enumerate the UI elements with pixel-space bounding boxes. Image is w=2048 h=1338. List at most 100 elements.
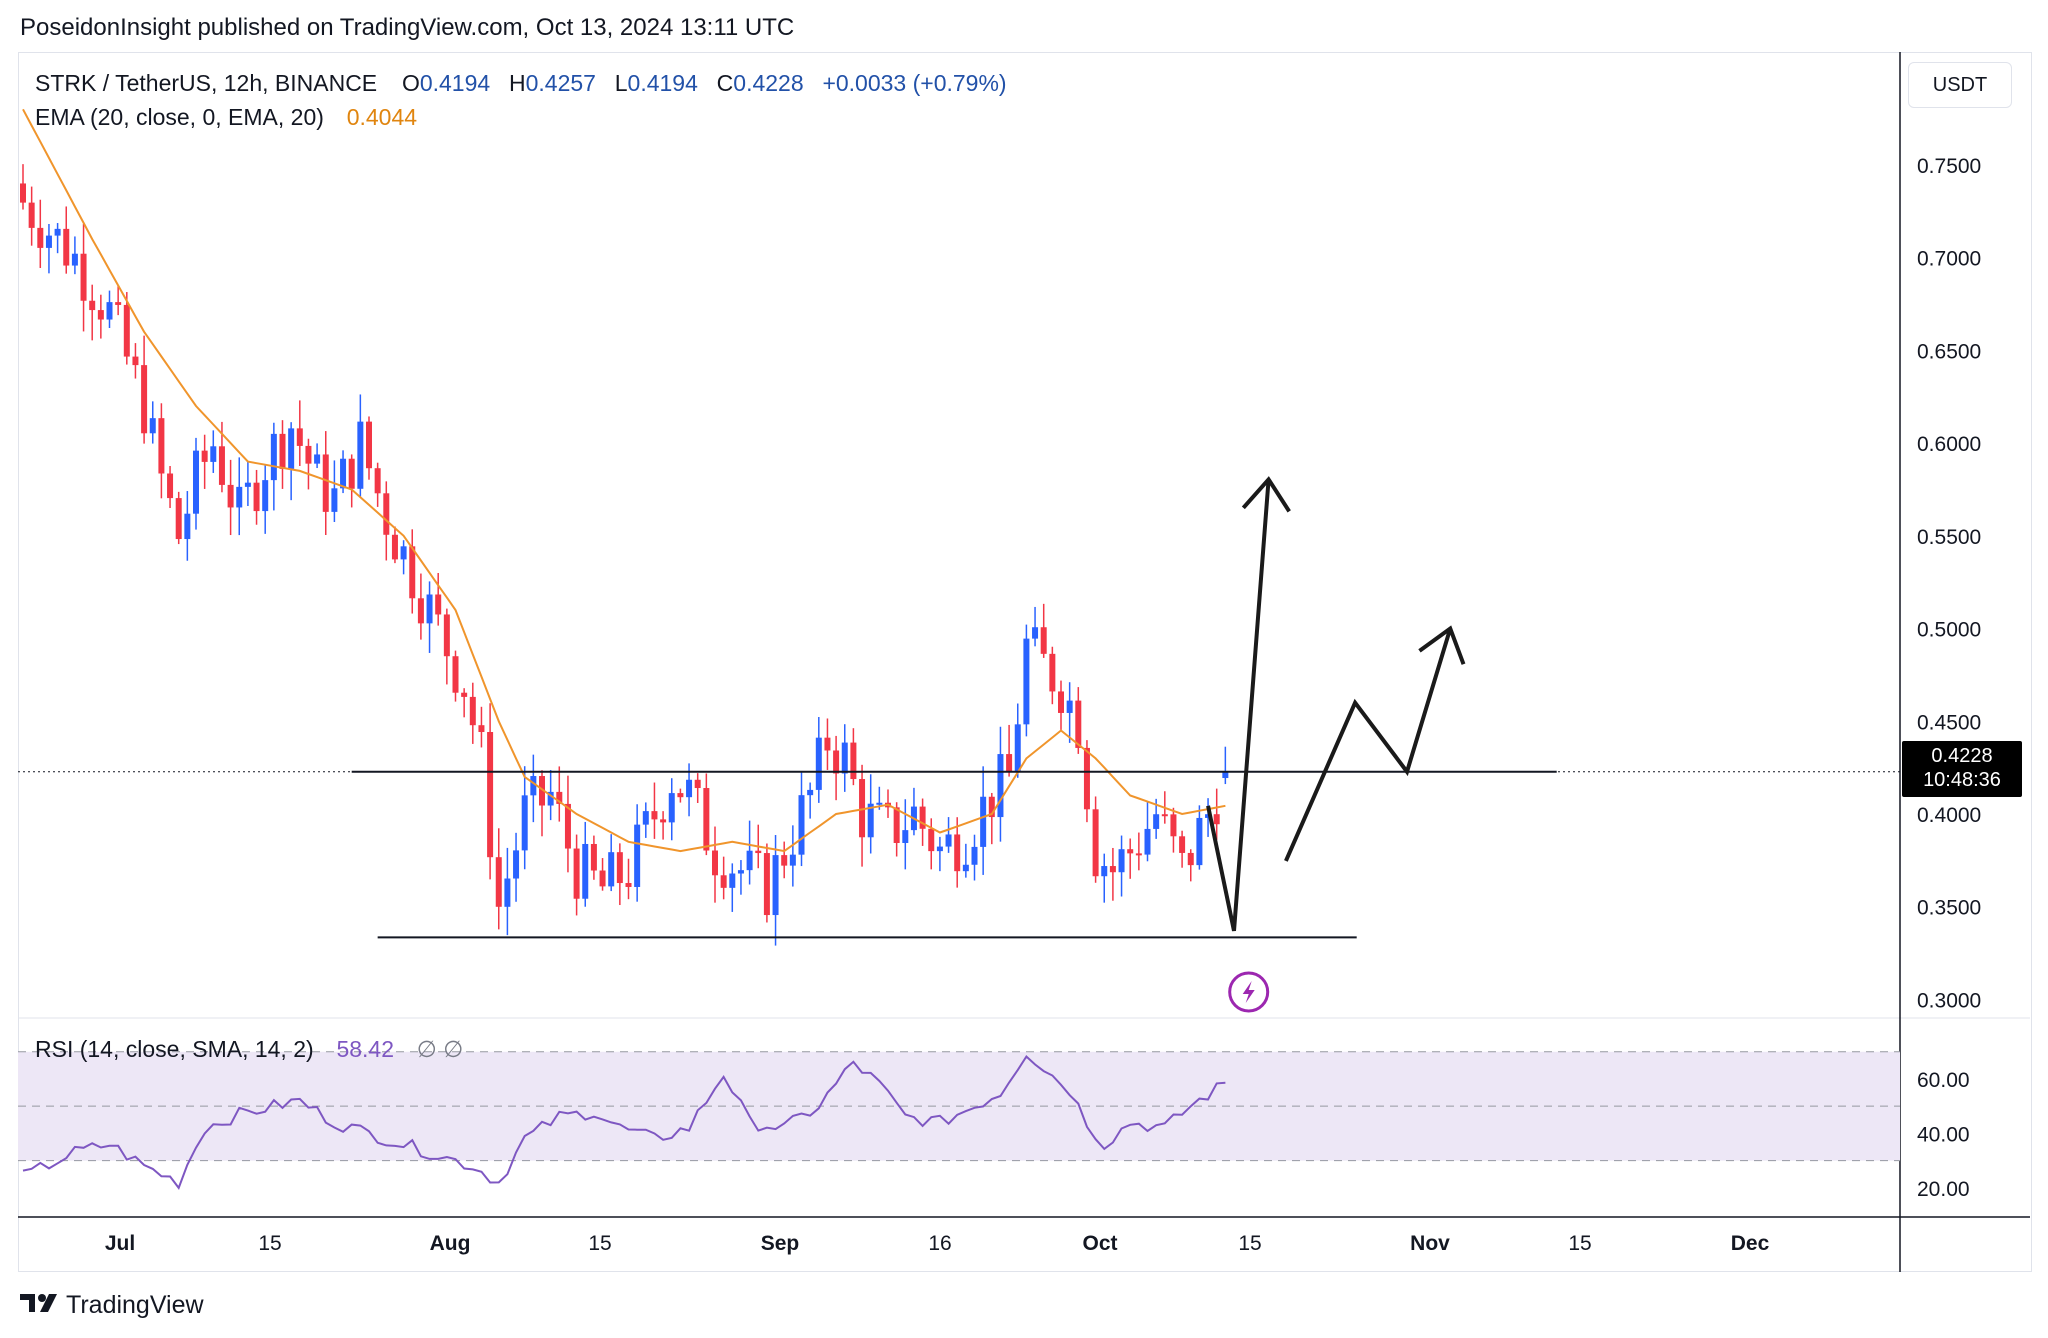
time-tick-label: 15: [1238, 1232, 1261, 1255]
candle-body: [305, 446, 311, 464]
candle-body: [453, 656, 459, 692]
candle: [807, 783, 813, 819]
candle-body: [928, 829, 934, 851]
rsi-label[interactable]: RSI (14, close, SMA, 14, 2): [35, 1036, 314, 1062]
price-tick-label: 0.7500: [1917, 155, 1981, 178]
candle-body: [686, 780, 692, 797]
candle-body: [651, 811, 657, 819]
candle-body: [617, 852, 623, 883]
candle-body: [1119, 849, 1125, 872]
candle: [868, 774, 874, 853]
candle: [539, 770, 545, 836]
candle: [781, 842, 787, 879]
candle: [193, 438, 199, 530]
time-tick-label: Dec: [1731, 1232, 1770, 1255]
candle-body: [1145, 829, 1151, 855]
candle: [556, 766, 562, 821]
ema-value: 0.4044: [347, 104, 417, 130]
candle: [1023, 625, 1029, 737]
last-price-badge: 0.4228 10:48:36: [1902, 741, 2022, 797]
open-value: 0.4194: [420, 70, 490, 96]
candle-body: [478, 725, 484, 732]
candle: [989, 793, 995, 844]
candle: [1006, 725, 1012, 777]
candle-body: [747, 851, 753, 870]
candle: [1196, 805, 1202, 869]
last-price-value: 0.4228: [1902, 744, 2022, 768]
ema-label[interactable]: EMA (20, close, 0, EMA, 20): [35, 104, 324, 130]
candle-body: [288, 428, 294, 469]
currency-button[interactable]: USDT: [1908, 62, 2012, 108]
candle: [20, 164, 26, 209]
candle: [487, 703, 493, 879]
candle-body: [37, 228, 43, 248]
candle: [228, 460, 234, 535]
candle-body: [1214, 814, 1220, 824]
candle: [1127, 838, 1133, 878]
candle-body: [349, 459, 355, 489]
change-value: +0.0033 (+0.79%): [822, 70, 1006, 96]
rsi-tick-label: 40.00: [1917, 1123, 1970, 1146]
candle-body: [582, 844, 588, 899]
candle: [747, 821, 753, 885]
candle-body: [764, 853, 770, 915]
candle-body: [1093, 809, 1099, 876]
candle: [530, 755, 536, 822]
candle-body: [902, 830, 908, 843]
price-tick-label: 0.6000: [1917, 433, 1981, 456]
candle: [254, 470, 260, 525]
time-tick-label: 15: [588, 1232, 611, 1255]
candle: [29, 187, 35, 246]
candle: [478, 707, 484, 748]
candle-body: [176, 498, 182, 539]
symbol-label[interactable]: STRK / TetherUS, 12h, BINANCE: [35, 70, 377, 96]
candle-body: [712, 851, 718, 876]
candle-body: [1032, 627, 1038, 638]
brand[interactable]: TradingView: [20, 1290, 204, 1321]
price-tick-label: 0.7000: [1917, 248, 1981, 271]
candle-body: [487, 732, 493, 857]
candle: [167, 466, 173, 508]
candle: [972, 835, 978, 881]
candle-body: [193, 451, 199, 514]
candle-body: [340, 459, 346, 489]
lightning-icon[interactable]: [1230, 973, 1268, 1011]
candle: [81, 224, 87, 332]
candle-body: [721, 875, 727, 888]
candle-body: [132, 357, 138, 366]
price-tick-label: 0.4000: [1917, 804, 1981, 827]
candle-body: [1049, 654, 1055, 692]
candle: [1179, 831, 1185, 868]
candle: [522, 766, 528, 869]
candle: [1049, 647, 1055, 704]
candle-body: [141, 365, 147, 433]
candle-body: [876, 803, 882, 805]
candle-body: [954, 834, 960, 871]
candle: [1222, 747, 1228, 784]
candle-body: [972, 847, 978, 865]
candle-body: [980, 797, 986, 847]
candle: [288, 422, 294, 500]
candle-body: [323, 454, 329, 511]
candle-body: [150, 418, 156, 433]
projection-arrow-2: [1286, 629, 1450, 861]
candle-body: [677, 793, 683, 797]
low-label: L: [615, 70, 628, 96]
candle: [262, 465, 268, 533]
time-tick-label: Oct: [1082, 1232, 1117, 1255]
candle-body: [591, 844, 597, 871]
candle: [1145, 801, 1151, 861]
time-tick-label: 15: [258, 1232, 281, 1255]
candle-body: [1006, 754, 1012, 772]
candle-body: [781, 855, 787, 866]
candle-body: [29, 203, 35, 228]
price-legend: STRK / TetherUS, 12h, BINANCE O0.4194 H0…: [35, 70, 1007, 97]
candle-body: [513, 850, 519, 878]
candle: [409, 529, 415, 613]
published-caption: PoseidonInsight published on TradingView…: [20, 14, 794, 42]
candle-body: [314, 454, 320, 463]
candle-body: [158, 418, 164, 473]
candle-body: [1084, 748, 1090, 809]
candle: [1170, 808, 1176, 853]
